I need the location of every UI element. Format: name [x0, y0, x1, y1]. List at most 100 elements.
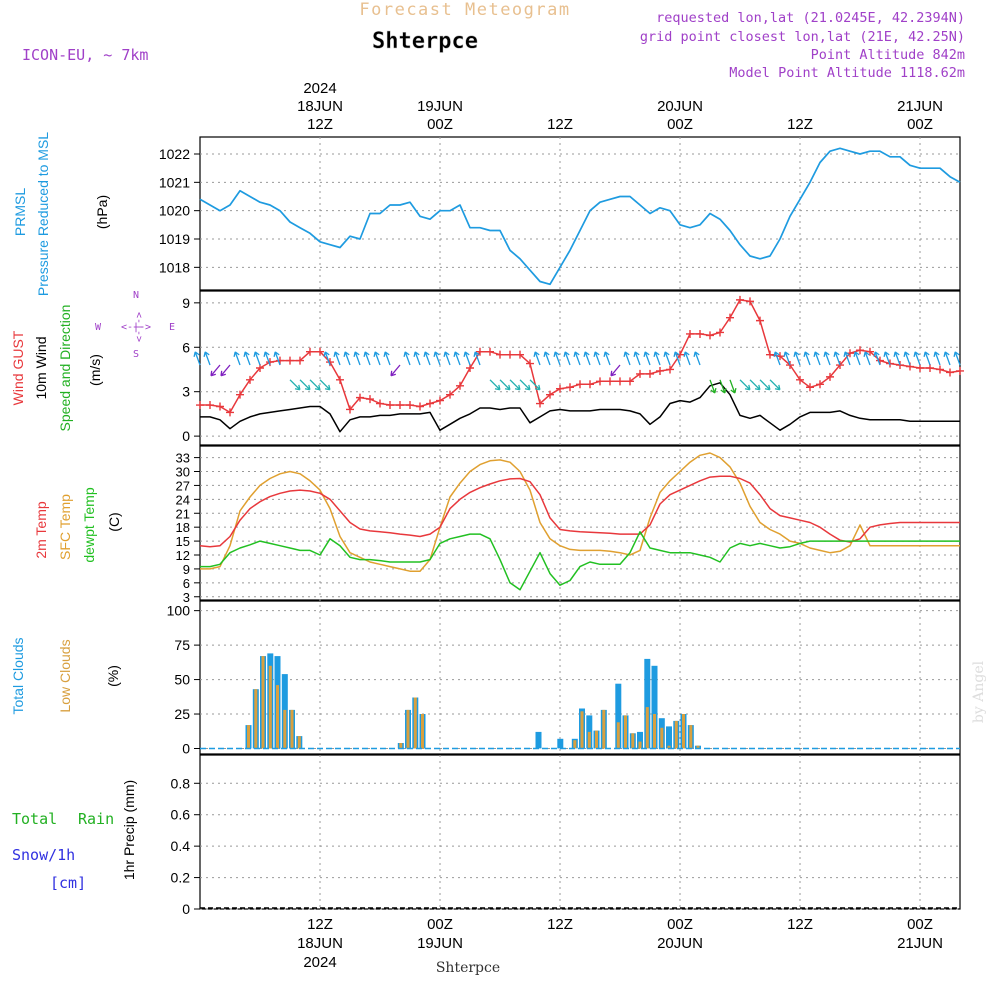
low-cloud-bar [660, 727, 664, 749]
wind-direction-arrow [309, 379, 321, 391]
low-cloud-bar [674, 720, 678, 749]
low-cloud-bar [290, 709, 294, 749]
wind-direction-arrow [953, 351, 961, 366]
grid-lines [194, 137, 960, 910]
wind-gust-point [466, 364, 474, 372]
wind-direction-arrow [289, 379, 301, 391]
wind-direction-arrow [603, 351, 611, 366]
time-label-bottom: 2024 [303, 954, 336, 971]
total-clouds-label: Total Clouds [10, 637, 26, 714]
y-tick-label: 1018 [159, 259, 190, 275]
y-tick-label: 1022 [159, 146, 190, 162]
total-cloud-bar [557, 738, 564, 749]
wind-gust-point [476, 347, 484, 356]
dewpt-label: dewpt Temp [81, 487, 97, 562]
low-cloud-bar [638, 741, 642, 749]
wind-direction-arrow [943, 351, 951, 366]
grid-point-coords: grid point closest lon,lat (21E, 42.25N) [640, 29, 965, 45]
y-tick-label: 75 [174, 637, 190, 653]
low-cloud-bar [399, 743, 403, 749]
time-label-bottom: 12Z [547, 916, 573, 933]
point-altitude: Point Altitude 842m [811, 47, 965, 63]
wind-gust-point [256, 364, 264, 372]
wind-direction-arrow [243, 351, 251, 366]
wind-direction-arrow [913, 351, 921, 366]
hpa-unit-label: (hPa) [94, 195, 110, 229]
wind-direction-arrow [903, 351, 911, 366]
y-tick-label: 6 [183, 576, 190, 591]
wind-direction-arrow [473, 351, 481, 366]
wind-direction-arrow [263, 351, 271, 366]
wind-gust-point [796, 375, 804, 384]
wind-gust-point [786, 361, 794, 370]
wind-gust-point [766, 350, 774, 359]
wind-gust-point [246, 375, 254, 384]
wind-gust-line [200, 299, 961, 414]
y-tick-label: 1020 [159, 203, 190, 219]
total-cloud-bar [666, 726, 672, 749]
wind-gust-point [706, 331, 714, 340]
wind-gust-point [716, 328, 724, 337]
footer-location: Shterpce [436, 960, 500, 976]
time-label-bottom: 18JUN [297, 935, 343, 952]
wind-speed-line [200, 382, 960, 433]
wind-gust-point [336, 375, 344, 384]
total-cloud-bar [644, 658, 651, 749]
total-cloud-bar [651, 665, 658, 749]
wind-gust-point [696, 329, 704, 338]
low-cloud-bar [413, 697, 417, 749]
y-tick-label: 9 [182, 295, 190, 311]
y-tick-label: 25 [174, 706, 190, 722]
wind-direction-arrow [583, 351, 591, 366]
wind-direction-arrow [593, 351, 601, 366]
wind-direction-arrow [749, 379, 761, 391]
rain-label: Rain [78, 810, 114, 828]
time-label-bottom: 20JUN [657, 935, 703, 952]
y-tick-label: 27 [176, 478, 190, 493]
time-label-bottom: 12Z [307, 916, 333, 933]
wind-direction-arrow [663, 351, 671, 366]
wind-direction-arrow [803, 351, 811, 366]
precip-unit-label: 1hr Precip (mm) [121, 780, 137, 880]
compass-we-arrow: <-|-> [121, 322, 151, 333]
low-cloud-bar [682, 714, 685, 749]
low-cloud-bar [573, 740, 577, 749]
ms-unit-label: (m/s) [87, 354, 103, 386]
wind-gust-point [916, 364, 924, 372]
wind-direction-arrow [333, 351, 341, 366]
cm-unit-label: [cm] [50, 874, 86, 892]
wind-direction-arrow [383, 351, 391, 366]
low-cloud-bar [645, 707, 649, 749]
wind-10m-label: 10m Wind [33, 336, 49, 399]
wind-gust-point [576, 380, 584, 389]
time-label-top: 19JUN [417, 98, 463, 115]
wind-direction-arrow [443, 351, 451, 366]
wind-gust-point [406, 401, 414, 410]
time-label-bottom: 21JUN [897, 935, 943, 952]
wind-direction-arrow [759, 379, 771, 391]
y-tick-label: 1019 [159, 231, 190, 247]
wind-gust-point [606, 377, 614, 386]
time-label-top: 12Z [787, 116, 813, 133]
time-label-bottom: 19JUN [417, 935, 463, 952]
wind-gust-point [236, 390, 244, 399]
low-cloud-bar [667, 745, 671, 749]
wind-gust-point [216, 402, 224, 411]
time-label-bottom: 00Z [427, 916, 453, 933]
wind-direction-arrow [813, 351, 821, 366]
time-label-top: 12Z [547, 116, 573, 133]
y-tick-label: 0.8 [171, 775, 191, 791]
y-tick-label: 15 [176, 534, 190, 549]
low-cloud-bar [261, 656, 265, 749]
wind-direction-arrow [373, 351, 381, 366]
wind-gust-point [736, 295, 744, 304]
total-label: Total [12, 810, 57, 828]
requested-coords: requested lon,lat (21.0245E, 42.2394N) [656, 10, 965, 26]
precip-panel-labels: Total Rain Snow/1h [cm] 1hr Precip (mm) [12, 780, 137, 892]
pressure-msl-label: Pressure Reduced to MSL [35, 132, 51, 296]
wind-direction-arrow [673, 351, 681, 366]
wind-gust-point [956, 366, 964, 375]
compass-ns-arrow: <-|-> [133, 312, 144, 342]
low-cloud-bar [268, 665, 272, 749]
